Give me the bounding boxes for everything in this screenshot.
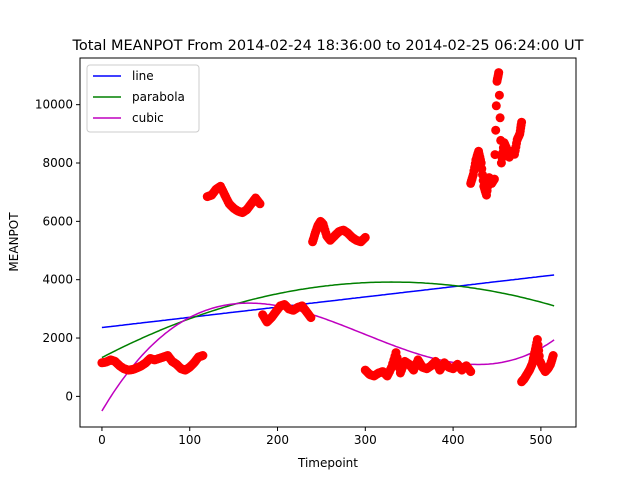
data-point — [255, 199, 265, 209]
legend-label-line: line — [132, 69, 154, 83]
x-tick-label: 500 — [529, 433, 552, 447]
data-point — [494, 68, 504, 78]
y-tick-label: 4000 — [42, 273, 73, 287]
legend-box — [86, 64, 200, 133]
plot-area — [79, 57, 577, 428]
x-tick-label: 0 — [98, 433, 106, 447]
x-axis: 0 100 200 300 400 500 — [98, 427, 552, 447]
scatter-points — [97, 68, 558, 387]
y-tick-label: 0 — [65, 389, 73, 403]
x-axis-label: Timepoint — [297, 456, 358, 470]
data-point — [495, 113, 505, 123]
x-tick-label: 200 — [266, 433, 289, 447]
data-point — [491, 101, 501, 111]
legend: line parabola cubic — [86, 64, 200, 133]
x-tick-label: 300 — [354, 433, 377, 447]
legend-label-cubic: cubic — [132, 111, 164, 125]
data-point — [489, 174, 499, 184]
legend-label-parabola: parabola — [132, 90, 185, 104]
chart-title: Total MEANPOT From 2014-02-24 18:36:00 t… — [72, 38, 584, 54]
data-point — [494, 90, 504, 100]
data-point — [548, 351, 558, 360]
y-axis: 0 2000 4000 6000 8000 10000 — [35, 98, 80, 403]
data-point — [198, 351, 208, 360]
data-point — [466, 367, 476, 377]
y-axis-label: MEANPOT — [7, 212, 21, 272]
y-tick-label: 6000 — [42, 214, 73, 228]
series-line — [101, 274, 555, 329]
series-cubic — [101, 302, 555, 412]
data-point — [517, 117, 527, 127]
data-point — [490, 150, 500, 160]
fit-lines — [101, 274, 555, 412]
x-tick-label: 100 — [178, 433, 201, 447]
y-tick-label: 2000 — [42, 331, 73, 345]
x-tick-label: 400 — [442, 433, 465, 447]
series-parabola — [101, 281, 555, 359]
data-point — [306, 313, 316, 323]
y-tick-label: 8000 — [42, 156, 73, 170]
y-tick-label: 10000 — [35, 98, 73, 112]
data-point — [491, 125, 501, 135]
data-point — [360, 232, 370, 242]
plot-border — [79, 57, 577, 428]
